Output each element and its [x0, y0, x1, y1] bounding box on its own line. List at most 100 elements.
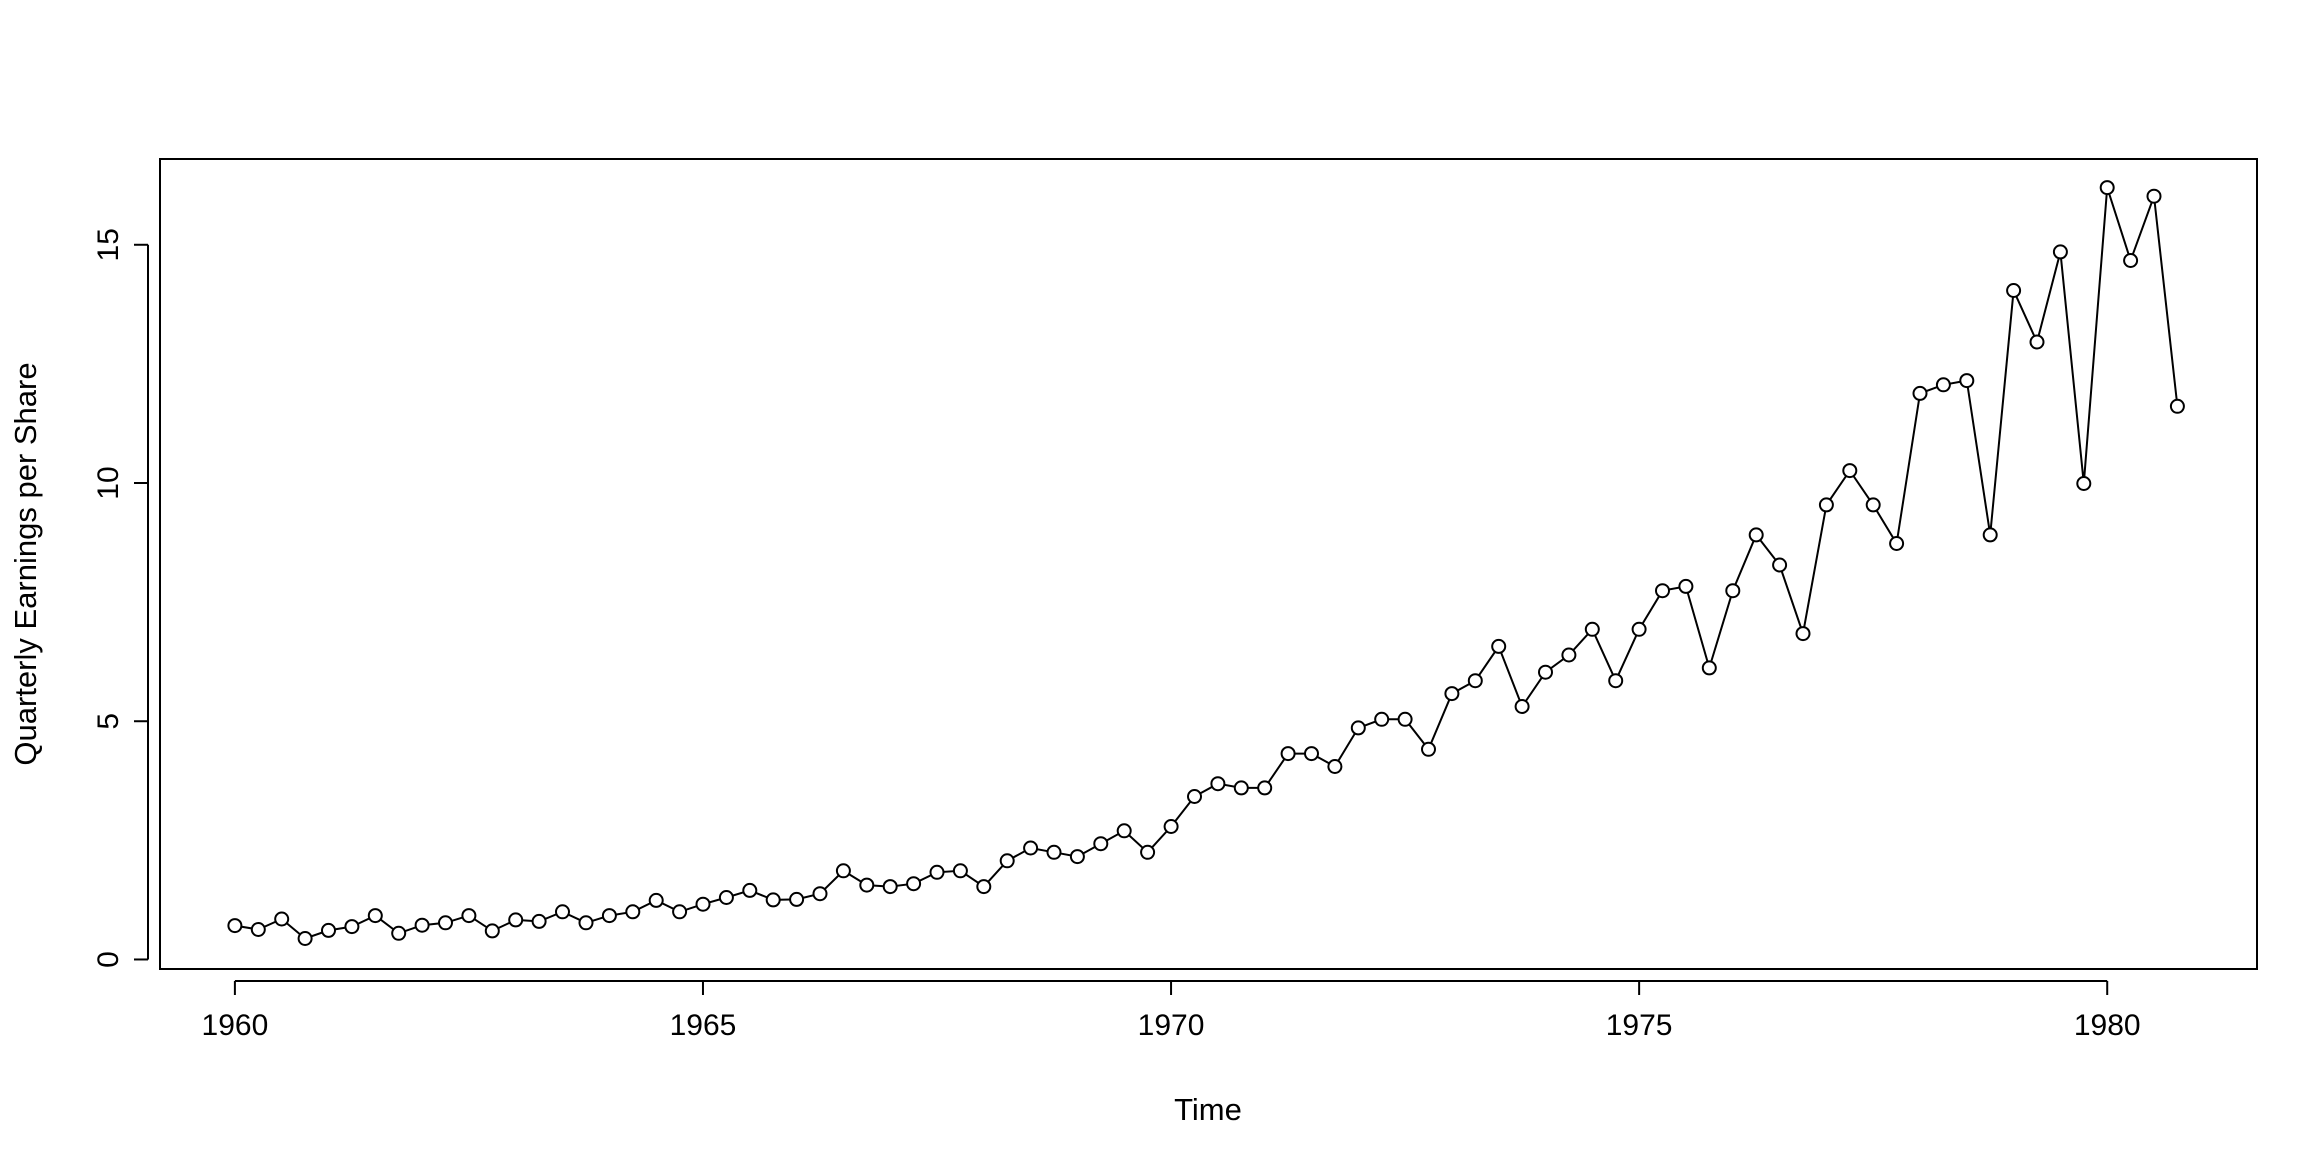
series-line — [234, 187, 2179, 940]
data-point — [1818, 497, 1834, 513]
data-point — [1725, 583, 1741, 599]
data-point — [742, 882, 758, 898]
data-point — [765, 892, 781, 908]
data-point — [1233, 780, 1249, 796]
data-point — [812, 886, 828, 902]
series-markers — [227, 180, 2185, 946]
x-tick-label: 1975 — [1606, 1009, 1673, 1042]
data-point — [438, 915, 453, 931]
data-point — [906, 876, 922, 892]
data-point — [1608, 673, 1624, 689]
data-point — [2076, 476, 2092, 491]
data-point — [601, 908, 617, 924]
data-point — [1280, 746, 1296, 762]
data-point — [1421, 741, 1436, 757]
data-point — [2006, 283, 2022, 298]
x-axis-title: Time — [1174, 1092, 1242, 1127]
data-point — [1912, 385, 1928, 401]
x-tick-label: 1970 — [1138, 1009, 1205, 1042]
data-point — [2123, 253, 2139, 268]
data-point — [297, 931, 313, 946]
x-axis: 1960 1965 1970 1975 1980 — [202, 980, 2141, 1042]
data-point — [1889, 536, 1905, 551]
plot-frame — [159, 158, 2258, 970]
data-point — [1069, 849, 1085, 865]
data-point — [1678, 578, 1694, 594]
data-point — [1374, 711, 1390, 727]
data-point — [1748, 527, 1764, 543]
data-point — [274, 911, 290, 927]
data-point — [1842, 463, 1858, 479]
data-point — [789, 891, 805, 907]
data-point — [578, 915, 594, 931]
data-point — [1397, 711, 1413, 727]
data-point — [1327, 759, 1343, 774]
data-point — [625, 904, 641, 920]
y-tick-label: 0 — [92, 951, 125, 968]
data-point — [1795, 626, 1811, 642]
data-point — [1561, 647, 1577, 663]
data-point — [976, 879, 992, 895]
data-point — [2099, 180, 2115, 196]
data-point — [2169, 398, 2185, 414]
data-point — [531, 913, 547, 929]
data-point — [952, 863, 968, 879]
data-point — [1865, 497, 1881, 513]
data-point — [2029, 334, 2045, 350]
data-point — [1538, 664, 1553, 680]
x-tick-label: 1965 — [670, 1009, 737, 1042]
data-point — [859, 877, 875, 893]
data-point — [1116, 823, 1132, 839]
data-point — [835, 863, 851, 879]
data-point — [1935, 377, 1951, 393]
data-point — [1655, 583, 1670, 599]
data-point — [508, 912, 524, 928]
data-point — [1467, 673, 1483, 689]
x-tick-label: 1980 — [2074, 1009, 2141, 1042]
data-point — [718, 890, 734, 905]
data-point — [2052, 244, 2068, 260]
data-point — [321, 922, 336, 938]
data-point — [461, 908, 477, 924]
data-point — [1304, 746, 1319, 762]
data-point — [1584, 621, 1600, 637]
data-point — [1982, 527, 1998, 543]
data-point — [1163, 819, 1179, 834]
data-point — [1140, 844, 1156, 860]
y-axis: 0 5 10 15 — [92, 228, 149, 968]
data-point — [250, 922, 266, 937]
data-point — [648, 892, 664, 908]
data-point — [882, 879, 898, 895]
data-point — [999, 853, 1015, 869]
y-axis-title: Quarterly Earnings per Share — [8, 362, 43, 765]
data-point — [1514, 699, 1530, 714]
y-tick-label: 15 — [92, 228, 125, 261]
data-point — [1350, 720, 1366, 736]
data-point — [1444, 686, 1460, 702]
data-point — [1093, 836, 1109, 852]
data-point — [695, 896, 711, 912]
data-point — [344, 919, 360, 935]
data-point — [227, 918, 243, 934]
y-tick-label: 5 — [92, 713, 125, 730]
y-tick-label: 10 — [92, 466, 125, 499]
data-point — [1210, 776, 1226, 792]
data-point — [555, 904, 570, 920]
data-point — [414, 917, 430, 933]
data-point — [1023, 840, 1039, 856]
data-point — [2146, 188, 2162, 204]
data-point — [1491, 638, 1507, 654]
data-point — [1187, 789, 1202, 804]
data-point — [367, 908, 383, 924]
data-point — [672, 904, 688, 920]
x-tick-label: 1960 — [202, 1009, 269, 1042]
data-point — [391, 925, 407, 941]
data-point — [929, 864, 945, 880]
data-point — [1772, 557, 1788, 573]
data-point — [1257, 780, 1273, 796]
data-point — [1701, 660, 1717, 676]
data-point — [1959, 373, 1975, 389]
data-point — [1046, 844, 1062, 860]
data-point — [484, 923, 500, 939]
